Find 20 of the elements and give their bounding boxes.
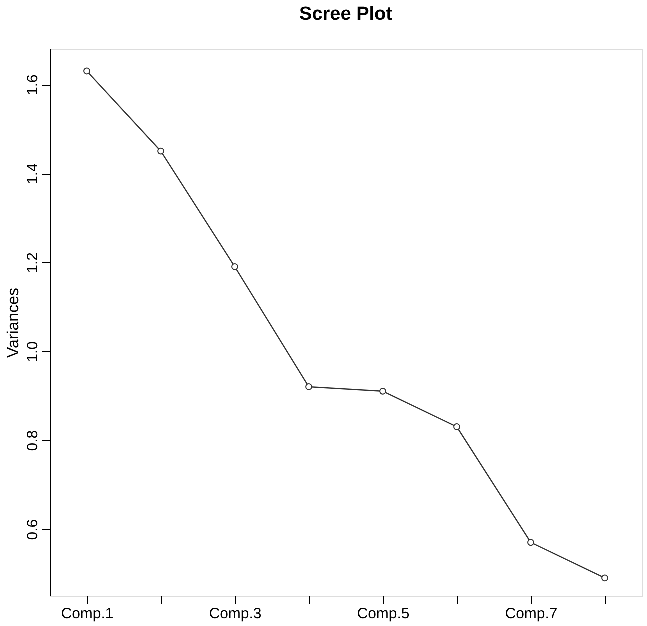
x-tick-label: Comp.5 [357, 606, 410, 622]
point [454, 424, 460, 430]
y-axis-title: Variances [6, 288, 22, 358]
point [84, 68, 90, 75]
y-tick-label: 1.6 [24, 74, 42, 96]
y-tick-label: 0.8 [24, 430, 42, 452]
x-tick-label: Comp.3 [209, 606, 262, 622]
y-tick-label: 0.6 [24, 519, 42, 540]
point [232, 263, 238, 270]
point [380, 388, 386, 395]
y-tick-label: 1.0 [24, 341, 42, 362]
point [158, 148, 164, 155]
y-tick-label: 1.4 [24, 164, 42, 184]
point [306, 384, 312, 390]
x-tick-label: Comp.1 [61, 606, 114, 622]
chart-title: Scree Plot [300, 4, 394, 25]
point [602, 574, 608, 582]
point [528, 539, 534, 546]
y-tick-label: 1.2 [24, 252, 42, 274]
x-tick-label: Comp.7 [505, 606, 558, 622]
